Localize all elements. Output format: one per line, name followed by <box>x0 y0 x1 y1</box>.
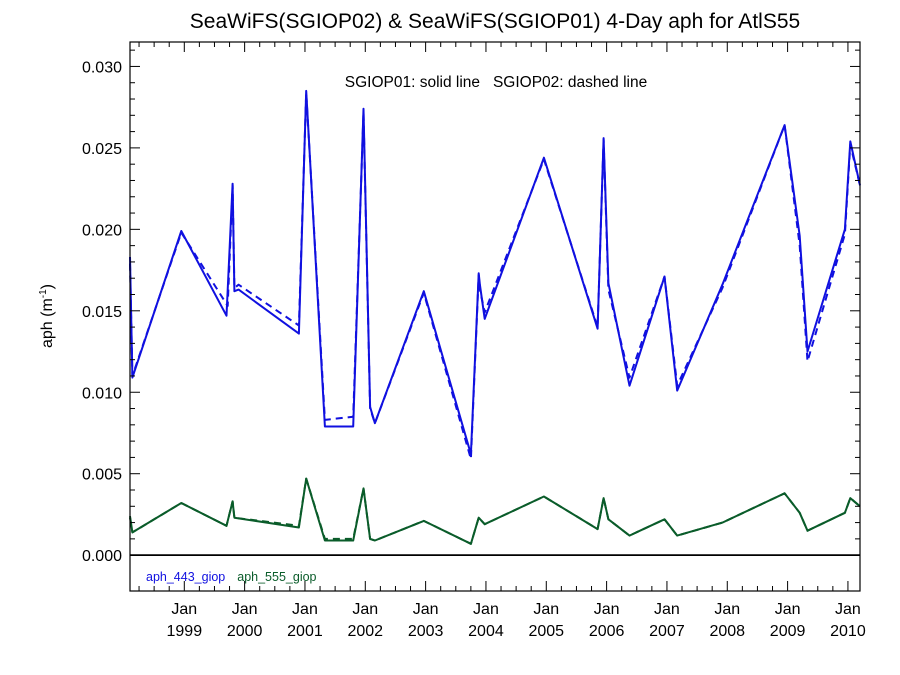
y-tick-label: 0.025 <box>82 141 122 158</box>
series-line-aph_555_giop-dashed <box>129 477 861 545</box>
x-tick-month-label: Jan <box>654 601 680 618</box>
y-axis-label: aph (m-1) <box>38 284 56 348</box>
x-tick-month-label: Jan <box>352 601 378 618</box>
y-tick-label: 0.000 <box>82 548 122 565</box>
y-tick-label: 0.030 <box>82 59 122 76</box>
x-tick-month-label: Jan <box>232 601 258 618</box>
x-tick-year-label: 2001 <box>287 623 323 640</box>
plot-frame <box>129 41 861 592</box>
x-tick-year-label: 2005 <box>528 623 564 640</box>
legend-entry-aph_555_giop: aph_555_giop <box>237 570 316 584</box>
x-tick-year-label: 2010 <box>830 623 866 640</box>
x-tick-month-label: Jan <box>714 601 740 618</box>
y-axis-label-close: ) <box>39 284 56 289</box>
x-tick-year-label: 2004 <box>468 623 504 640</box>
x-tick-year-label: 2009 <box>770 623 806 640</box>
x-tick-year-label: 2002 <box>347 623 383 640</box>
x-tick-month-label: Jan <box>775 601 801 618</box>
x-tick-month-label: Jan <box>835 601 861 618</box>
y-tick-label: 0.010 <box>82 385 122 402</box>
y-tick-label: 0.005 <box>82 467 122 484</box>
x-tick-month-label: Jan <box>292 601 318 618</box>
series-line-aph_555_giop-solid <box>129 477 861 545</box>
x-tick-year-label: 1999 <box>167 623 203 640</box>
y-axis-label-superscript: -1 <box>38 289 49 298</box>
x-tick-month-label: Jan <box>473 601 499 618</box>
chart-title: SeaWiFS(SGIOP02) & SeaWiFS(SGIOP01) 4-Da… <box>190 10 800 33</box>
x-tick-year-label: 2008 <box>709 623 745 640</box>
x-tick-year-label: 2000 <box>227 623 263 640</box>
y-tick-label: 0.015 <box>82 304 122 321</box>
x-tick-month-label: Jan <box>533 601 559 618</box>
x-tick-month-label: Jan <box>413 601 439 618</box>
x-tick-month-label: Jan <box>594 601 620 618</box>
x-tick-year-label: 2006 <box>589 623 625 640</box>
series-line-aph_443_giop-dashed <box>129 91 861 460</box>
y-tick-label: 0.020 <box>82 222 122 239</box>
series-line-aph_443_giop-solid <box>129 89 861 456</box>
x-tick-year-label: 2003 <box>408 623 444 640</box>
y-axis-label-text: aph (m <box>39 298 56 348</box>
legend-entry-aph_443_giop: aph_443_giop <box>146 570 225 584</box>
x-tick-month-label: Jan <box>171 601 197 618</box>
x-tick-year-label: 2007 <box>649 623 685 640</box>
line-style-annotation: SGIOP01: solid line SGIOP02: dashed line <box>345 74 647 91</box>
